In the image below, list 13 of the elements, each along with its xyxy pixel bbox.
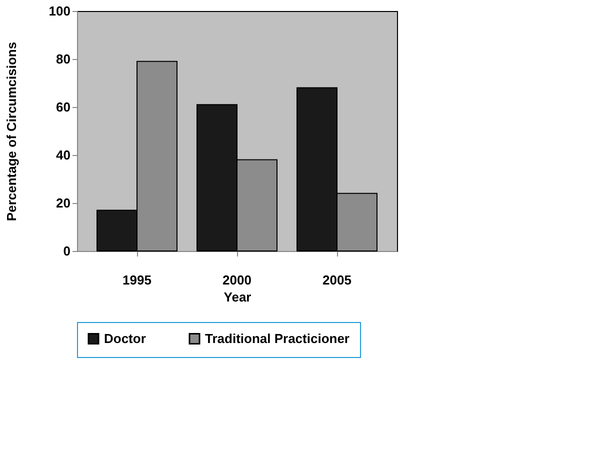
y-tick-label: 100 xyxy=(48,4,70,18)
legend-label: Traditional Practicioner xyxy=(205,330,350,346)
legend-label: Doctor xyxy=(104,330,146,346)
y-tick-label: 0 xyxy=(63,244,70,258)
x-tick-label: 2000 xyxy=(222,272,252,288)
x-tick-label: 1995 xyxy=(122,272,152,288)
y-axis-title: Percentage of Circumcisions xyxy=(4,42,19,222)
y-tick-label: 80 xyxy=(56,52,70,66)
x-tick-label: 2005 xyxy=(322,272,352,288)
y-tick-label: 40 xyxy=(56,148,70,162)
x-axis-title: Year xyxy=(224,290,252,304)
y-tick-label: 20 xyxy=(56,196,70,210)
y-tick-label: 60 xyxy=(56,100,70,114)
